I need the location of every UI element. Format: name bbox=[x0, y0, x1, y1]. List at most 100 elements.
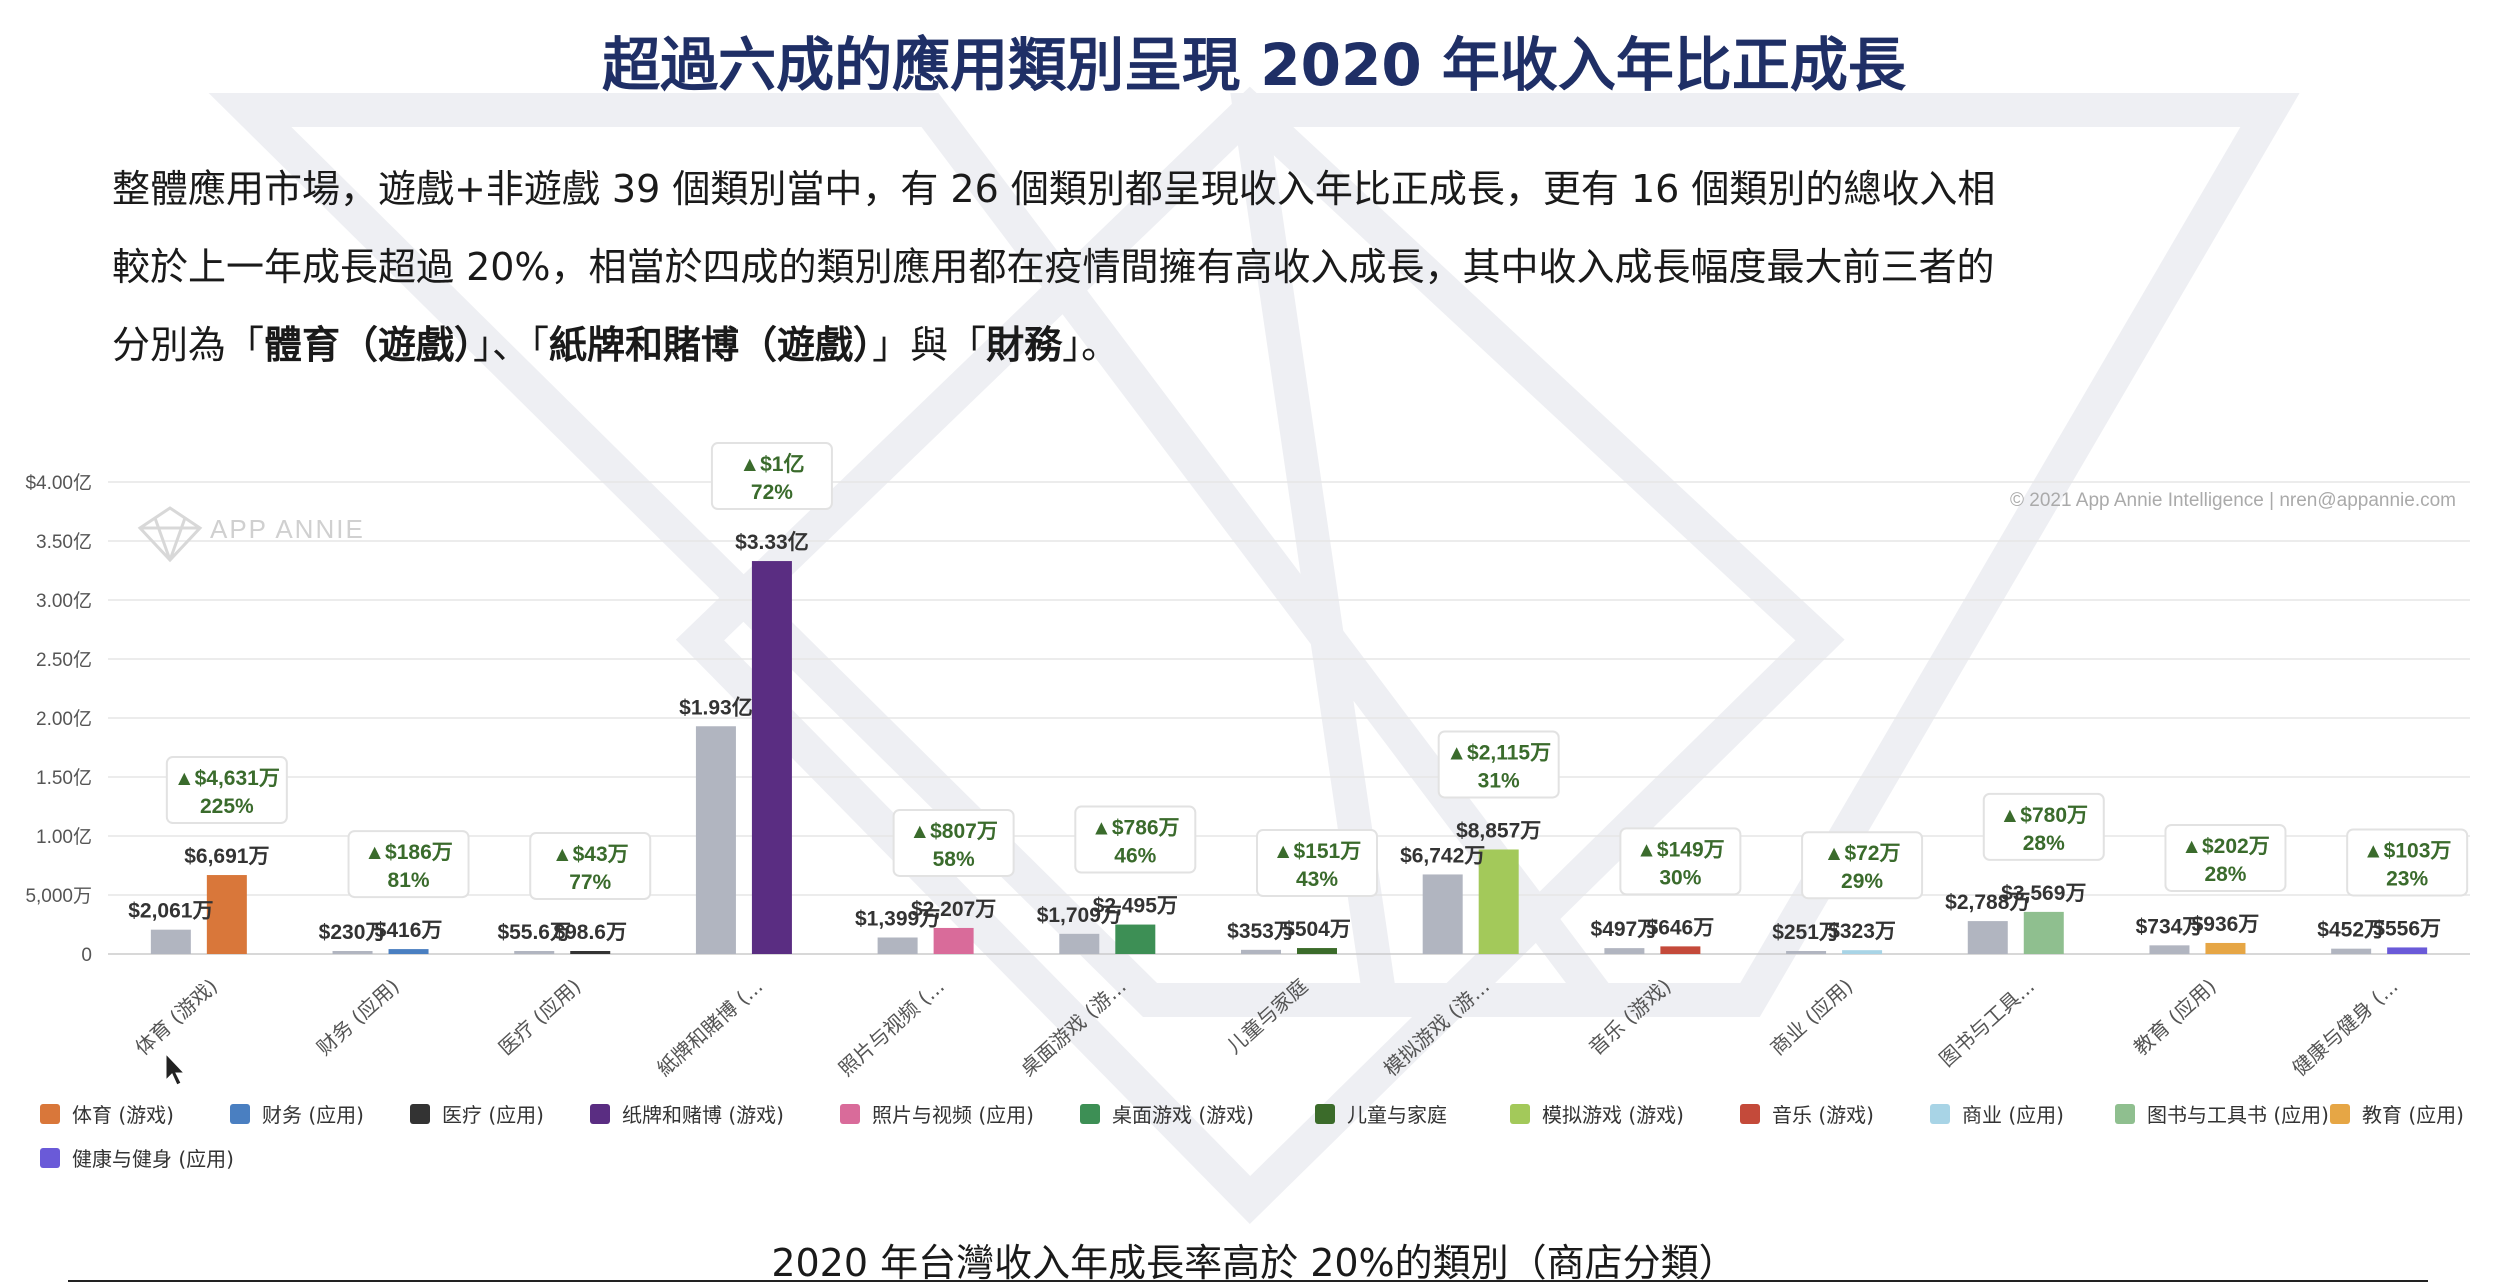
growth-callout-box bbox=[1256, 829, 1378, 898]
data-labels: $2,061万 $6,691万 $230万$416万 $55.6万$98.6万 $1.9… bbox=[128, 530, 2441, 944]
data-label-2020: $646万 bbox=[1647, 916, 1715, 939]
app-annie-logo-icon bbox=[137, 506, 203, 563]
data-label-2019: $6,742万 bbox=[1400, 844, 1485, 867]
x-category-label: 音乐 (游戏) bbox=[1584, 974, 1676, 1060]
growth-callout-box bbox=[2346, 828, 2469, 897]
y-tick-label: 2.00亿 bbox=[36, 708, 92, 730]
legend-label: 医疗 (应用) bbox=[442, 1103, 544, 1127]
growth-percent: 28% bbox=[2204, 863, 2246, 886]
chart-caption: 2020 年台灣收入年成長率高於 20%的類別（商店分類） bbox=[771, 1241, 1737, 1285]
growth-percent: 46% bbox=[1114, 845, 1156, 868]
bar-2020 bbox=[1660, 946, 1701, 954]
mouse-cursor-icon bbox=[165, 1052, 186, 1086]
data-label-2020: $416万 bbox=[375, 919, 443, 942]
growth-amount: ▲$186万 bbox=[364, 841, 453, 864]
data-label-2020: $8,857万 bbox=[1456, 819, 1541, 842]
highlight-finance: 財務 bbox=[986, 323, 1063, 367]
legend: 体育 (游戏) 财务 (应用) 医疗 (应用) 纸牌和赌博 (游戏) 照片与视频 (应用… bbox=[40, 1103, 2464, 1171]
growth-amount: ▲$103万 bbox=[2363, 839, 2452, 862]
app-annie-logo-text: APP ANNIE bbox=[210, 514, 365, 544]
x-category-label: 桌面游戏 (游... bbox=[1016, 974, 1131, 1081]
chart-watermark: APP ANNIE © 2021 App Annie Intelligence … bbox=[137, 490, 2456, 563]
data-label-2019: $251万 bbox=[1772, 921, 1840, 944]
slide-title: 超過六成的應用類別呈現 2020 年收入年比正成長 bbox=[602, 31, 1906, 99]
bar-2020 bbox=[388, 949, 429, 954]
growth-amount: ▲$4,631万 bbox=[174, 767, 280, 790]
data-label-2019: $1,709万 bbox=[1037, 904, 1122, 927]
body-line-3-sep1: 」、「 bbox=[473, 323, 550, 367]
legend-swatch bbox=[1080, 1104, 1100, 1124]
growth-callout-box bbox=[1982, 792, 2105, 861]
bar-2020 bbox=[2387, 947, 2428, 954]
body-line-2: 較於上一年成長超過 20%，相當於四成的類別應用都在疫情間擁有高收入成長，其中收… bbox=[112, 245, 1995, 289]
data-label-2019: $2,061万 bbox=[128, 900, 213, 923]
legend-label: 图书与工具书 (应用) bbox=[2147, 1103, 2329, 1127]
body-paragraph: 整體應用市場，遊戲+非遊戲 39 個類別當中，有 26 個類別都呈現收入年比正成… bbox=[112, 150, 2412, 384]
data-label-2019: $497万 bbox=[1591, 918, 1659, 941]
growth-amount: ▲$149万 bbox=[1636, 838, 1725, 861]
legend-label: 模拟游戏 (游戏) bbox=[1542, 1103, 1684, 1127]
data-label-2019: $230万 bbox=[319, 921, 387, 944]
x-category-label: 财务 (应用) bbox=[312, 974, 404, 1060]
x-category-label: 商业 (应用) bbox=[1766, 974, 1858, 1060]
data-label-2020: $2,495万 bbox=[1093, 895, 1178, 918]
legend-label: 健康与健身 (应用) bbox=[72, 1147, 234, 1171]
bar-2019 bbox=[332, 951, 373, 954]
body-line-3-sep2: 」與「 bbox=[872, 323, 987, 367]
legend-label: 桌面游戏 (游戏) bbox=[1112, 1103, 1254, 1127]
caption-underline bbox=[68, 1280, 2428, 1282]
data-label-2019: $55.6万 bbox=[497, 921, 571, 944]
legend-swatch bbox=[230, 1104, 250, 1124]
x-category-label: 健康与健身 (... bbox=[2287, 974, 2402, 1081]
growth-percent: 31% bbox=[1478, 769, 1520, 792]
growth-callout-box bbox=[1801, 831, 1924, 900]
legend-label: 财务 (应用) bbox=[262, 1103, 364, 1127]
legend-label: 教育 (应用) bbox=[2362, 1103, 2464, 1127]
growth-amount: ▲$807万 bbox=[909, 820, 998, 843]
bar-2019 bbox=[2149, 945, 2190, 954]
body-line-3-suffix: 」。 bbox=[1062, 323, 1120, 367]
growth-percent: 225% bbox=[200, 795, 254, 818]
highlight-card-casino-games: 紙牌和賭博（遊戲） bbox=[549, 323, 873, 367]
growth-amount: ▲$151万 bbox=[1273, 840, 1362, 863]
data-label-2019: $452万 bbox=[2317, 919, 2385, 942]
bar-2020 bbox=[1478, 849, 1519, 954]
growth-callout-box bbox=[2164, 823, 2287, 892]
growth-callout-box bbox=[892, 808, 1015, 877]
growth-callout-box bbox=[1619, 827, 1742, 896]
data-label-2020: $6,691万 bbox=[184, 845, 269, 868]
data-label-2019: $1,399万 bbox=[855, 907, 940, 930]
bar-2019 bbox=[2331, 948, 2372, 954]
legend-swatch bbox=[2115, 1104, 2135, 1124]
legend-label: 体育 (游戏) bbox=[72, 1103, 174, 1127]
growth-amount: ▲$1亿 bbox=[739, 452, 804, 476]
growth-amount: ▲$202万 bbox=[2181, 835, 2270, 858]
growth-percent: 23% bbox=[2386, 867, 2428, 890]
bar-2020 bbox=[570, 951, 611, 954]
bar-2020 bbox=[1297, 948, 1337, 954]
revenue-growth-bar-chart: APP ANNIE © 2021 App Annie Intelligence … bbox=[25, 442, 2470, 1171]
bar-2019 bbox=[1059, 933, 1100, 954]
growth-callouts: ▲$4,631万 225% ▲$186万 81% ▲$43万 77% ▲$1亿 72% ▲$80… bbox=[165, 442, 2469, 900]
data-label-2020: $3,569万 bbox=[2001, 882, 2086, 905]
body-line-1: 整體應用市場，遊戲+非遊戲 39 個類別當中，有 26 個類別都呈現收入年比正成… bbox=[112, 167, 1996, 211]
bar-2020 bbox=[751, 561, 792, 954]
legend-swatch bbox=[2330, 1104, 2350, 1124]
legend-label: 音乐 (游戏) bbox=[1772, 1103, 1874, 1127]
y-tick-label: 2.50亿 bbox=[36, 649, 92, 671]
legend-label: 照片与视频 (应用) bbox=[872, 1103, 1034, 1127]
bar-2020 bbox=[1115, 924, 1156, 954]
y-tick-label: 1.00亿 bbox=[36, 826, 92, 848]
legend-swatch bbox=[840, 1104, 860, 1124]
growth-callout-box bbox=[165, 756, 288, 825]
growth-percent: 58% bbox=[933, 848, 975, 871]
growth-amount: ▲$780万 bbox=[2000, 804, 2089, 827]
x-category-label: 紙牌和賭博 (... bbox=[652, 974, 767, 1081]
legend-swatch bbox=[40, 1148, 60, 1168]
growth-callout-box bbox=[710, 442, 833, 511]
growth-callout-box bbox=[347, 830, 470, 899]
copyright-text: © 2021 App Annie Intelligence | nren@app… bbox=[2010, 490, 2456, 511]
legend-swatch bbox=[1740, 1104, 1760, 1124]
y-tick-label: 5,000万 bbox=[25, 886, 92, 907]
data-label-2019: $734万 bbox=[2136, 915, 2204, 938]
